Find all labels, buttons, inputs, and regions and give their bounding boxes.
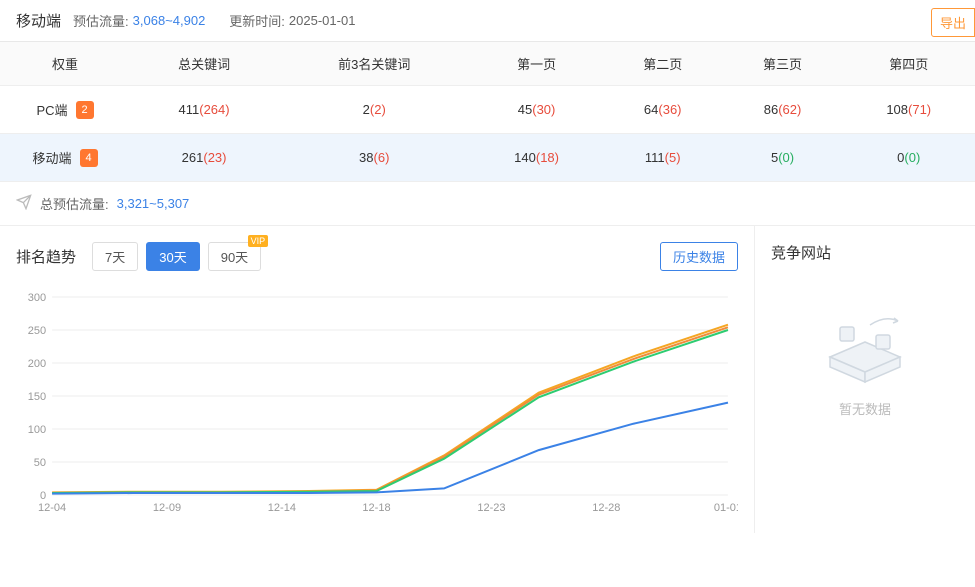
svg-text:12-14: 12-14 — [268, 502, 296, 514]
table-header: 第一页 — [470, 42, 602, 86]
table-cell: 108(71) — [842, 86, 975, 134]
table-cell: 86(62) — [723, 86, 843, 134]
update-value: 2025-01-01 — [289, 13, 356, 28]
svg-text:12-28: 12-28 — [592, 502, 620, 514]
svg-text:12-18: 12-18 — [362, 502, 390, 514]
table-header: 总关键词 — [130, 42, 278, 86]
svg-text:200: 200 — [28, 358, 46, 370]
empty-illustration-icon — [810, 307, 920, 387]
chart-panel: 排名趋势 7天 30天 90天VIP 历史数据 0 50 100 150 200 250 300… — [0, 226, 755, 533]
traffic-label: 预估流量: — [73, 11, 129, 30]
total-traffic-bar: 总预估流量: 3,321~5,307 — [0, 182, 975, 226]
row-label: PC端2 — [36, 100, 93, 119]
compete-panel: 竞争网站 暂无数据 — [755, 226, 975, 533]
svg-text:300: 300 — [28, 292, 46, 304]
keyword-table: 权重总关键词前3名关键词第一页第二页第三页第四页 PC端2 411(264)2(2… — [0, 42, 975, 182]
table-row[interactable]: 移动端4 261(23)38(6)140(18)111(5)5(0)0(0) — [0, 134, 975, 182]
svg-text:12-09: 12-09 — [153, 502, 181, 514]
weight-badge: 2 — [76, 101, 94, 119]
svg-text:100: 100 — [28, 424, 46, 436]
svg-text:150: 150 — [28, 391, 46, 403]
table-cell: 38(6) — [278, 134, 470, 182]
table-header: 第四页 — [842, 42, 975, 86]
range-button[interactable]: 7天 — [92, 242, 138, 271]
svg-text:01-01: 01-01 — [714, 502, 738, 514]
table-cell: 0(0) — [842, 134, 975, 182]
range-button[interactable]: 90天VIP — [208, 242, 261, 271]
traffic-value: 3,068~4,902 — [133, 13, 206, 28]
table-cell: 5(0) — [723, 134, 843, 182]
svg-text:50: 50 — [34, 457, 46, 469]
svg-text:12-23: 12-23 — [477, 502, 505, 514]
svg-text:12-04: 12-04 — [38, 502, 66, 514]
compete-title: 竞争网站 — [771, 242, 959, 263]
page-title: 移动端 — [16, 10, 61, 31]
table-header: 第三页 — [723, 42, 843, 86]
header-bar: 移动端 预估流量: 3,068~4,902 更新时间: 2025-01-01 导… — [0, 0, 975, 42]
table-row[interactable]: PC端2 411(264)2(2)45(30)64(36)86(62)108(71… — [0, 86, 975, 134]
chart-title: 排名趋势 — [16, 246, 76, 267]
table-cell: 140(18) — [470, 134, 602, 182]
table-cell: 2(2) — [278, 86, 470, 134]
plane-icon — [16, 194, 32, 213]
update-label: 更新时间: — [229, 11, 285, 30]
range-button[interactable]: 30天 — [146, 242, 199, 271]
row-label: 移动端4 — [32, 148, 97, 167]
table-header: 权重 — [0, 42, 130, 86]
empty-state: 暂无数据 — [771, 287, 959, 418]
total-traffic-label: 总预估流量: — [40, 194, 109, 213]
vip-tag: VIP — [248, 235, 269, 247]
empty-text: 暂无数据 — [771, 399, 959, 418]
svg-text:0: 0 — [40, 490, 46, 502]
table-cell: 45(30) — [470, 86, 602, 134]
history-data-button[interactable]: 历史数据 — [660, 242, 738, 271]
weight-badge: 4 — [80, 149, 98, 167]
table-cell: 261(23) — [130, 134, 278, 182]
line-chart: 0 50 100 150 200 250 300 12-04 12-09 12-14 12-18 12… — [16, 287, 738, 517]
svg-text:250: 250 — [28, 325, 46, 337]
table-cell: 64(36) — [603, 86, 723, 134]
table-header: 第二页 — [603, 42, 723, 86]
table-cell: 111(5) — [603, 134, 723, 182]
table-header: 前3名关键词 — [278, 42, 470, 86]
export-button[interactable]: 导出 — [931, 8, 975, 37]
total-traffic-value: 3,321~5,307 — [117, 196, 190, 211]
table-cell: 411(264) — [130, 86, 278, 134]
